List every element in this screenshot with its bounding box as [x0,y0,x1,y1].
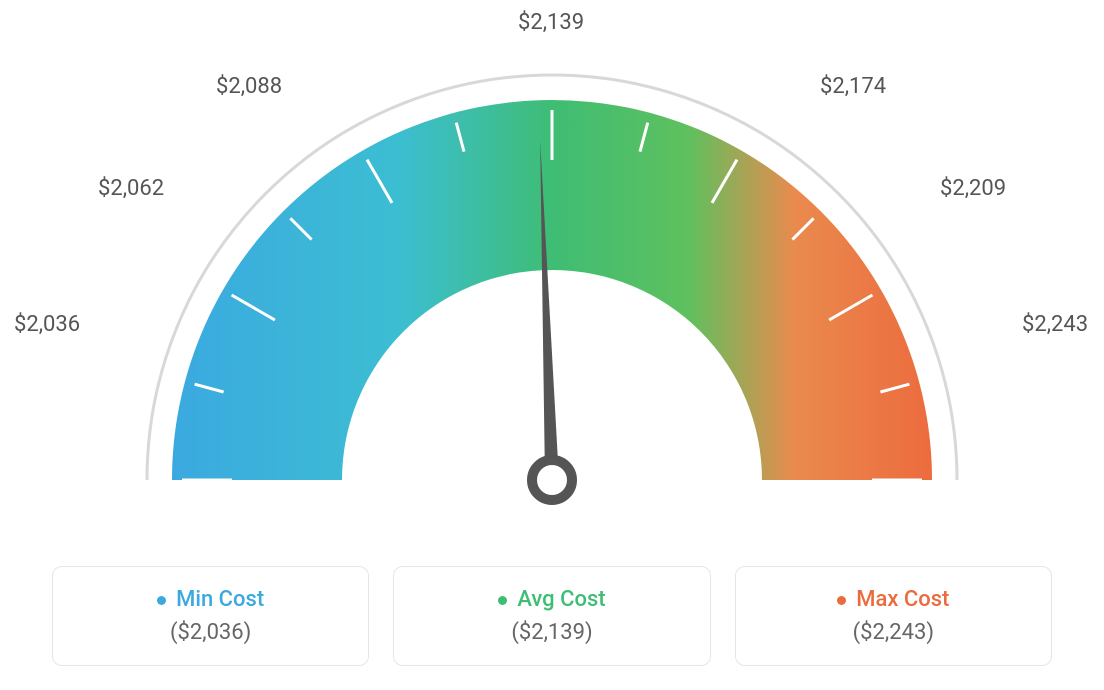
gauge-tick-label: $2,209 [940,176,1006,201]
legend-card-avg: Avg Cost ($2,139) [393,566,710,666]
gauge-tick-label: $2,088 [216,74,282,99]
legend-min-title: Min Cost [69,587,352,612]
gauge-tick-label: $2,036 [14,312,80,337]
legend-avg-value: ($2,139) [410,620,693,645]
legend-min-label: Min Cost [176,587,264,612]
gauge-tick-label: $2,062 [98,176,164,201]
legend-card-min: Min Cost ($2,036) [52,566,369,666]
legend-avg-title: Avg Cost [410,587,693,612]
legend-avg-dot [498,596,507,605]
legend-max-title: Max Cost [752,587,1035,612]
legend-max-value: ($2,243) [752,620,1035,645]
legend-avg-label: Avg Cost [517,587,605,612]
legend-max-dot [837,596,846,605]
gauge-chart: $2,036 $2,062 $2,088 $2,139 $2,174 $2,209 $2,2… [0,0,1104,520]
legend-card-max: Max Cost ($2,243) [735,566,1052,666]
legend-min-value: ($2,036) [69,620,352,645]
gauge-tick-label: $2,139 [518,10,584,35]
legend-min-dot [157,596,166,605]
gauge-tick-label: $2,243 [1022,312,1088,337]
legend-max-label: Max Cost [856,587,949,612]
legend-row: Min Cost ($2,036) Avg Cost ($2,139) Max … [52,566,1052,666]
gauge-svg [92,50,1012,530]
gauge-tick-label: $2,174 [820,74,886,99]
